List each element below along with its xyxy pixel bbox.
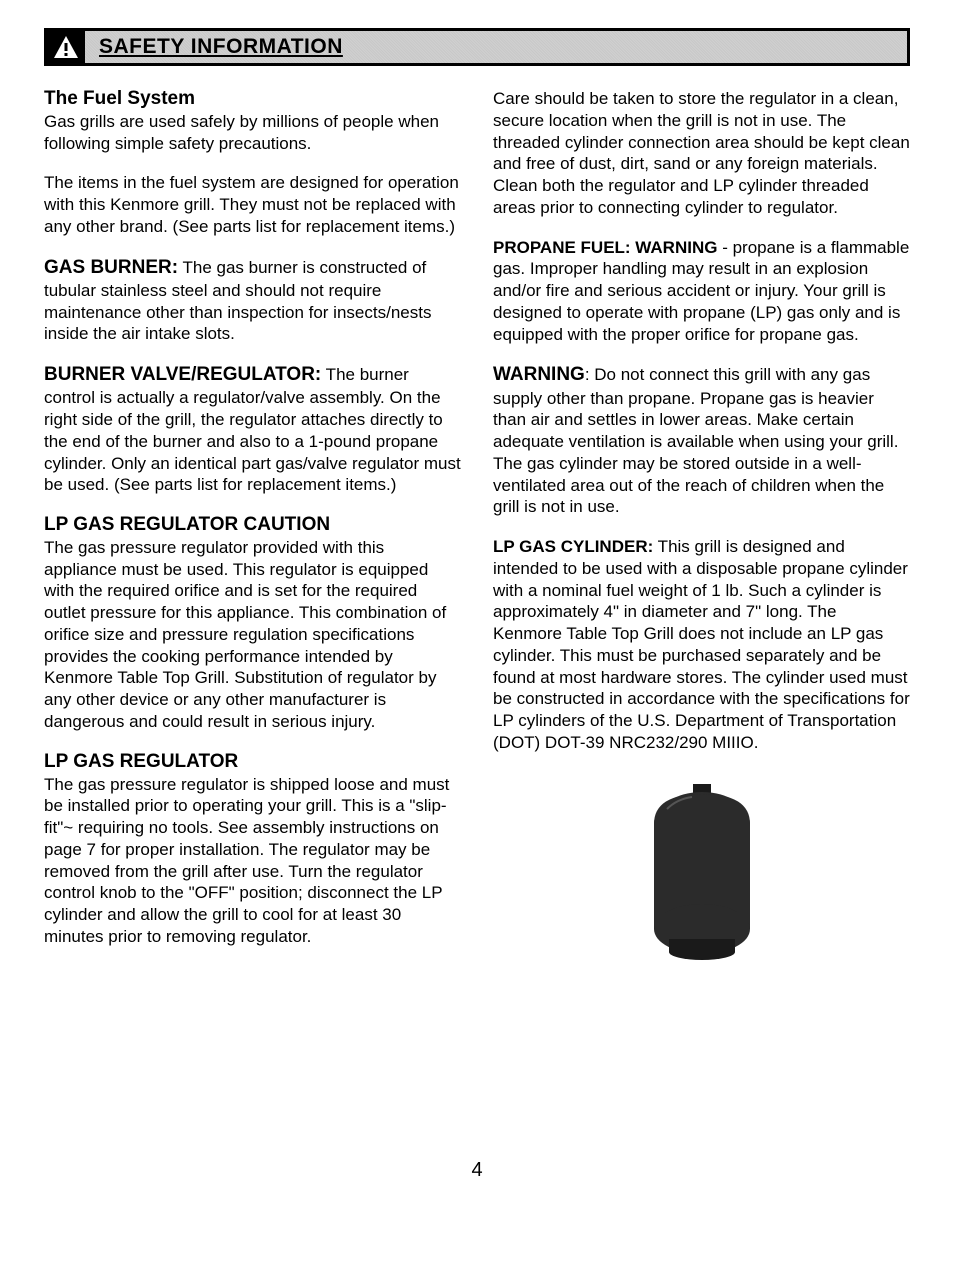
lp-regulator-section: LP GAS REGULATOR The gas pressure regula…	[44, 751, 461, 948]
lp-caution-section: LP GAS REGULATOR CAUTION The gas pressur…	[44, 514, 461, 733]
care-body: Care should be taken to store the regula…	[493, 88, 910, 219]
burner-valve-section: BURNER VALVE/REGULATOR: The burner contr…	[44, 363, 461, 496]
content-columns: The Fuel System Gas grills are used safe…	[44, 88, 910, 969]
fuel-system-p2: The items in the fuel system are designe…	[44, 172, 461, 237]
fuel-system-p2-section: The items in the fuel system are designe…	[44, 172, 461, 237]
lp-regulator-body: The gas pressure regulator is shipped lo…	[44, 774, 461, 948]
left-column: The Fuel System Gas grills are used safe…	[44, 88, 461, 969]
burner-valve-heading: BURNER VALVE/REGULATOR:	[44, 364, 321, 385]
lp-regulator-heading: LP GAS REGULATOR	[44, 751, 461, 774]
lp-cylinder-heading: LP GAS CYLINDER:	[493, 537, 653, 556]
fuel-system-p1: Gas grills are used safely by millions o…	[44, 111, 461, 155]
lp-cylinder-section: LP GAS CYLINDER: This grill is designed …	[493, 536, 910, 754]
lp-caution-body: The gas pressure regulator provided with…	[44, 537, 461, 733]
warning-heading: WARNING	[493, 364, 585, 385]
fuel-system-heading: The Fuel System	[44, 88, 461, 111]
banner-title: SAFETY INFORMATION	[99, 35, 343, 59]
lp-caution-heading: LP GAS REGULATOR CAUTION	[44, 514, 461, 537]
page-number: 4	[44, 1159, 910, 1182]
warning-body: : Do not connect this grill with any gas…	[493, 365, 898, 516]
propane-cylinder-icon	[637, 784, 767, 964]
warning-icon	[47, 28, 85, 66]
propane-warning-section: PROPANE FUEL: WARNING - propane is a fla…	[493, 237, 910, 346]
gas-burner-section: GAS BURNER: The gas burner is constructe…	[44, 256, 461, 346]
safety-banner: SAFETY INFORMATION	[44, 28, 910, 66]
propane-warning-heading: PROPANE FUEL: WARNING	[493, 238, 717, 257]
fuel-system-section: The Fuel System Gas grills are used safe…	[44, 88, 461, 154]
gas-burner-heading: GAS BURNER:	[44, 257, 178, 278]
care-section: Care should be taken to store the regula…	[493, 88, 910, 219]
propane-cylinder-image	[493, 784, 910, 969]
lp-cylinder-body: This grill is designed and intended to b…	[493, 537, 910, 752]
right-column: Care should be taken to store the regula…	[493, 88, 910, 969]
warning-section: WARNING: Do not connect this grill with …	[493, 363, 910, 518]
